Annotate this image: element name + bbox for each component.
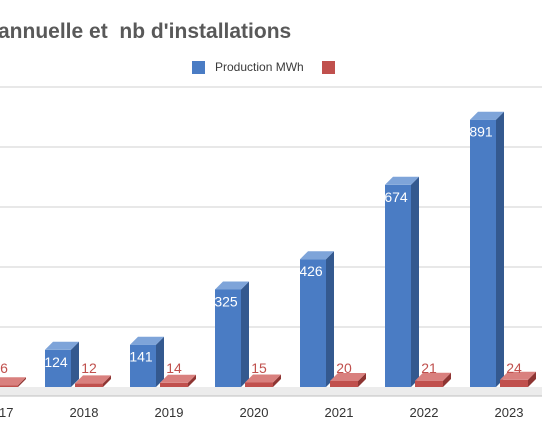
legend-item-installations [321,60,345,74]
bar-installations [500,371,536,387]
x-tick-label: 2023 [495,405,524,420]
data-label-production: 124 [44,354,68,370]
data-label-installations: 15 [251,360,267,376]
bar-production [45,341,79,387]
legend: Production MWh [192,60,363,74]
x-tick-label: 2017 [0,405,13,420]
chart-title: annuelle et nb d'installations [0,20,292,43]
x-tick-label: 2020 [240,405,269,420]
data-label-production: 325 [214,294,238,310]
chart-floor [0,387,542,396]
bar-installations [415,372,451,387]
legend-label-production: Production MWh [215,60,304,74]
legend-item-production: Production MWh [192,60,304,74]
bar-installations [160,374,196,387]
bar-installations [330,373,366,387]
x-tick-label: 2022 [410,405,439,420]
data-label-production: 891 [469,124,493,140]
bar-installations [0,377,26,387]
bar-production [300,251,334,387]
data-label-production: 674 [384,189,408,205]
data-label-installations: 14 [166,360,182,376]
bar-installations [245,374,281,387]
data-label-installations: 21 [421,360,437,376]
bar-production [215,281,249,387]
x-tick-label: 2021 [325,405,354,420]
data-label-installations: 24 [506,360,522,376]
bar-installations [75,375,111,387]
bar-production [470,111,504,387]
legend-swatch-production [192,60,205,74]
data-label-installations: 6 [0,360,8,376]
bar-production [385,176,419,387]
legend-swatch-installations [321,60,335,74]
bar-production [130,336,164,387]
x-tick-label: 2018 [70,405,99,420]
data-label-production: 426 [299,263,323,279]
data-label-installations: 12 [81,360,97,376]
data-label-installations: 20 [336,360,352,376]
data-label-production: 141 [129,349,153,365]
x-tick-label: 2019 [155,405,184,420]
